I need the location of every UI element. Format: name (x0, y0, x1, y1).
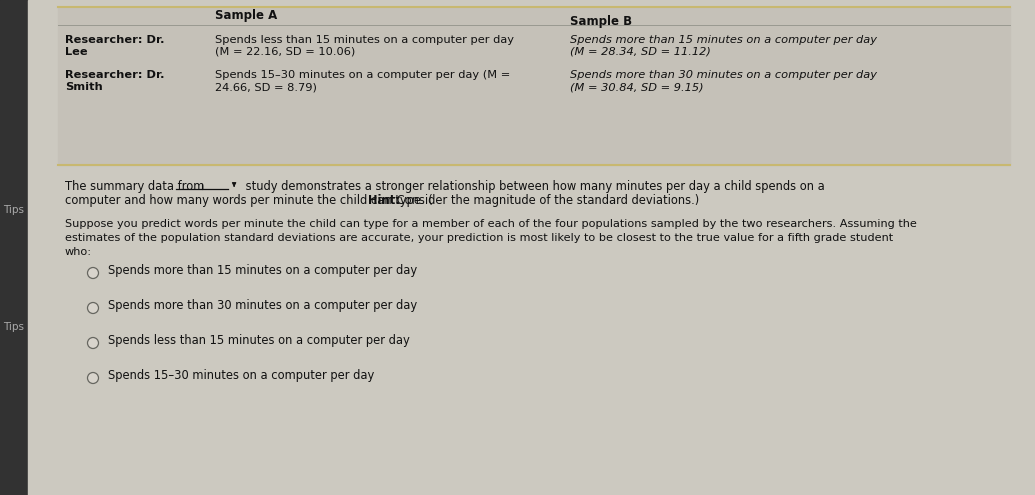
Bar (58, 7, 1010, 165)
Circle shape (88, 338, 98, 348)
Text: (M = 28.34, SD = 11.12): (M = 28.34, SD = 11.12) (570, 47, 711, 57)
Text: Tips: Tips (3, 205, 25, 215)
Text: Tips: Tips (3, 322, 25, 332)
Text: Spends less than 15 minutes on a computer per day: Spends less than 15 minutes on a compute… (215, 35, 514, 45)
Text: The summary data from: The summary data from (65, 180, 208, 193)
Text: Spends more than 15 minutes on a computer per day: Spends more than 15 minutes on a compute… (570, 35, 877, 45)
Text: Hint:: Hint: (368, 194, 400, 207)
Circle shape (88, 267, 98, 279)
Text: Spends 15–30 minutes on a computer per day: Spends 15–30 minutes on a computer per d… (108, 369, 375, 382)
Text: Consider the magnitude of the standard deviations.): Consider the magnitude of the standard d… (393, 194, 700, 207)
Text: computer and how many words per minute the child can type. (: computer and how many words per minute t… (65, 194, 433, 207)
Text: Suppose you predict words per minute the child can type for a member of each of : Suppose you predict words per minute the… (65, 219, 917, 229)
Circle shape (88, 302, 98, 313)
Bar (0, 0, 28, 495)
Text: Smith: Smith (65, 82, 102, 92)
Text: (M = 30.84, SD = 9.15): (M = 30.84, SD = 9.15) (570, 82, 704, 92)
Text: Spends more than 15 minutes on a computer per day: Spends more than 15 minutes on a compute… (108, 264, 417, 277)
Text: Sample B: Sample B (570, 15, 632, 29)
Text: study demonstrates a stronger relationship between how many minutes per day a ch: study demonstrates a stronger relationsh… (242, 180, 825, 193)
Text: Spends less than 15 minutes on a computer per day: Spends less than 15 minutes on a compute… (108, 334, 410, 347)
Text: Spends 15–30 minutes on a computer per day (M =: Spends 15–30 minutes on a computer per d… (215, 70, 510, 80)
Text: who:: who: (65, 247, 92, 257)
Text: estimates of the population standard deviations are accurate, your prediction is: estimates of the population standard dev… (65, 233, 893, 243)
Text: Sample A: Sample A (215, 9, 277, 22)
Text: Lee: Lee (65, 47, 88, 57)
Text: (M = 22.16, SD = 10.06): (M = 22.16, SD = 10.06) (215, 47, 355, 57)
Text: 24.66, SD = 8.79): 24.66, SD = 8.79) (215, 82, 317, 92)
Text: Researcher: Dr.: Researcher: Dr. (65, 35, 165, 45)
Text: Spends more than 30 minutes on a computer per day: Spends more than 30 minutes on a compute… (108, 299, 417, 312)
Text: Spends more than 30 minutes on a computer per day: Spends more than 30 minutes on a compute… (570, 70, 877, 80)
Text: Researcher: Dr.: Researcher: Dr. (65, 70, 165, 80)
Circle shape (88, 373, 98, 384)
